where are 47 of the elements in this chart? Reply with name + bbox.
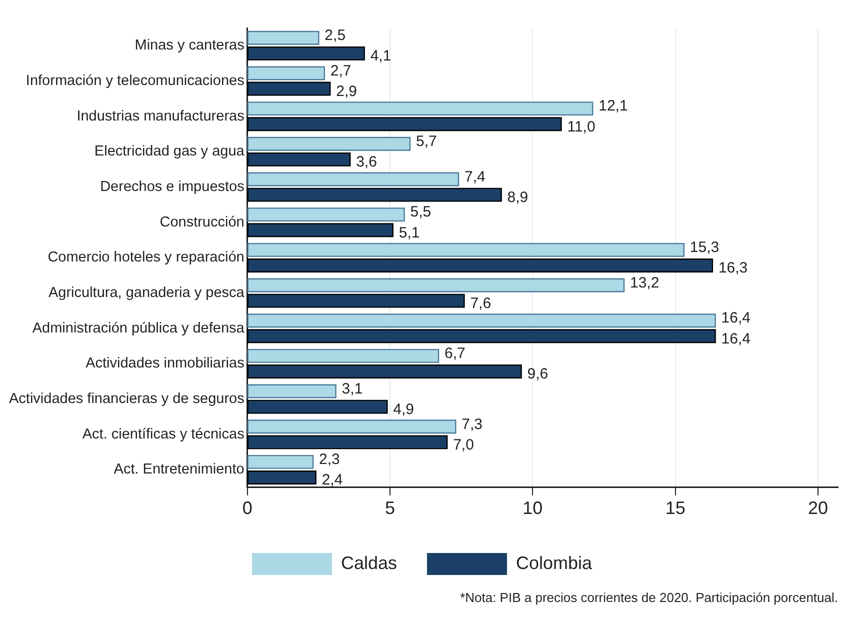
data-label: 7,3 (462, 416, 483, 433)
y-tick-label: Industrias manufactureras (76, 108, 244, 124)
data-label: 2,3 (318, 451, 340, 468)
data-label: 2,7 (330, 62, 352, 80)
y-tick-label: Derechos e impuestos (100, 179, 244, 196)
data-label: 2,5 (324, 27, 346, 44)
x-tick-label: 15 (665, 498, 686, 518)
y-tick-label: Actividades financieras y de seguros (8, 391, 244, 408)
data-label: 16,4 (721, 330, 751, 348)
x-tick-label: 0 (242, 498, 252, 518)
data-label: 16,4 (721, 310, 751, 327)
data-label: 3,1 (342, 380, 363, 398)
data-label: 11,0 (567, 118, 596, 136)
data-label: 4,1 (370, 48, 392, 65)
y-tick-label: Act. científicas y técnicas (82, 426, 244, 442)
x-tick-label: 5 (385, 498, 396, 518)
data-label: 8,9 (507, 188, 528, 206)
data-label: 7,4 (464, 168, 486, 186)
data-label: 5,1 (398, 224, 420, 242)
data-label: 15,3 (690, 239, 720, 256)
data-label: 2,4 (322, 472, 343, 489)
y-tick-label: Agricultura, ganaderia y pesca (48, 285, 246, 302)
x-tick-label: 10 (522, 498, 543, 518)
legend-label: Colombia (516, 552, 594, 573)
data-label: 7,0 (453, 436, 474, 454)
data-label: 5,5 (410, 204, 432, 221)
legend-label: Caldas (340, 552, 397, 573)
y-tick-label: Información y telecomunicaciones (26, 73, 244, 90)
text: *Nota: PIB a precios corrientes de 2020. Participación porcentual. (460, 590, 838, 605)
y-tick-label: Minas y canteras (134, 38, 244, 54)
data-label: 6,7 (444, 345, 466, 362)
data-label: 3,6 (356, 154, 377, 171)
y-tick-label: Administración pública y defensa (32, 320, 246, 336)
data-label: 16,3 (718, 260, 748, 277)
y-tick-label: Electricidad gas y agua (94, 144, 246, 160)
data-label: 5,7 (416, 133, 437, 150)
y-tick-label: Comercio hoteles y reparación (48, 250, 244, 266)
data-label: 4,9 (393, 400, 414, 418)
y-tick-label: Act. Entretenimiento (114, 462, 244, 478)
x-tick-label: 20 (808, 498, 828, 518)
data-label: 12,1 (598, 98, 628, 115)
y-tick-label: Construcción (160, 214, 244, 230)
data-label: 7,6 (470, 294, 492, 312)
data-label: 2,9 (336, 82, 357, 100)
y-tick-label: Actividades inmobiliarias (86, 356, 244, 372)
data-label: 13,2 (630, 274, 660, 292)
data-label: 9,6 (527, 366, 548, 383)
